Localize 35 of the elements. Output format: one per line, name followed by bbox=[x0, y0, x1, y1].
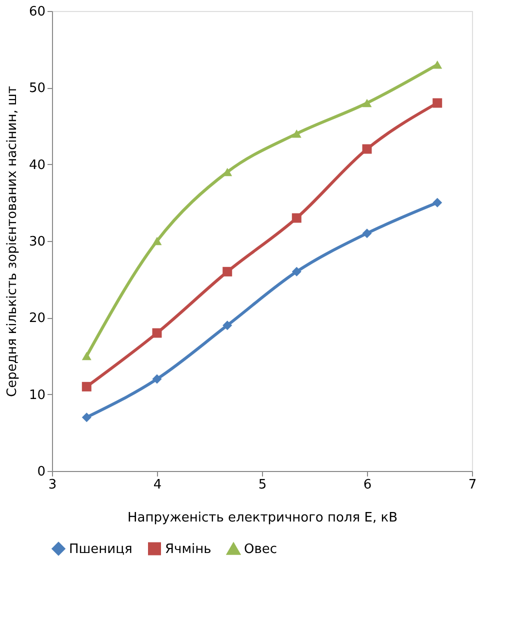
y-tick-label: 50 bbox=[28, 81, 46, 96]
y-tick-label: 60 bbox=[28, 4, 46, 20]
point bbox=[362, 98, 372, 108]
x-tick-label: 5 bbox=[258, 478, 267, 492]
point bbox=[82, 412, 92, 422]
y-tick-label: 30 bbox=[28, 234, 46, 250]
x-tick-label: 7 bbox=[468, 478, 477, 492]
point bbox=[432, 60, 442, 69]
legend-label: Пшениця bbox=[69, 542, 132, 557]
y-tick-label: 10 bbox=[28, 388, 46, 403]
point bbox=[292, 266, 302, 276]
point bbox=[292, 130, 302, 138]
point bbox=[362, 144, 372, 154]
point bbox=[152, 328, 162, 338]
point bbox=[222, 320, 232, 330]
y-axis-title: Середня кількість зорієнтованих насінин, шт bbox=[4, 86, 20, 397]
point bbox=[152, 236, 162, 246]
x-tick-label: 6 bbox=[363, 478, 372, 492]
legend-label: Овес bbox=[244, 542, 278, 558]
y-tick-label: 40 bbox=[28, 158, 46, 173]
x-tick-label: 4 bbox=[153, 478, 162, 492]
point bbox=[292, 213, 302, 223]
point bbox=[82, 352, 92, 360]
point bbox=[222, 266, 232, 276]
point bbox=[432, 198, 442, 208]
y-tick-label: 0 bbox=[37, 464, 46, 480]
point bbox=[82, 382, 92, 392]
point bbox=[362, 228, 372, 238]
point bbox=[432, 98, 442, 108]
legend-label: Ячмінь bbox=[165, 542, 212, 557]
x-axis-title: Напруженість електричного поля E, кВ bbox=[128, 510, 398, 526]
point bbox=[222, 168, 232, 176]
x-tick-label: 3 bbox=[48, 478, 57, 492]
y-tick-label: 20 bbox=[28, 311, 46, 326]
point bbox=[152, 374, 162, 384]
